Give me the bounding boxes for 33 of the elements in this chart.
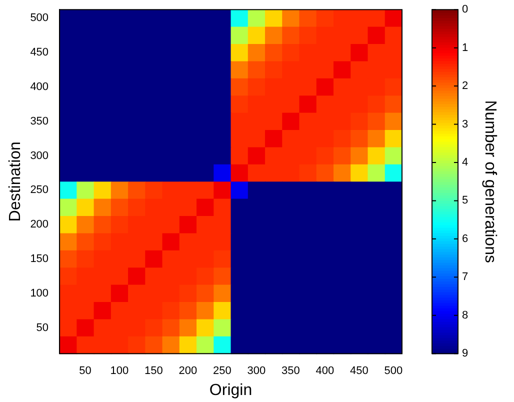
x-tick-label: 100 [110,365,129,378]
x-axis-title: Origin [209,382,252,399]
color-bar-label: 6 [462,232,468,245]
y-tick-label: 400 [30,81,49,94]
x-tick-label: 450 [350,365,368,378]
y-tick-label: 300 [30,150,49,162]
color-bar-title: Number of generations [482,100,499,263]
y-tick-label: 150 [30,253,49,266]
y-tick-label: 500 [30,12,49,24]
x-tick-label: 350 [282,365,300,378]
color-bar-label: 1 [462,42,468,54]
x-tick-label: 50 [79,365,92,378]
color-bar-label: 7 [462,271,468,284]
x-tick-label: 300 [247,365,266,378]
color-bar-label: 2 [462,80,468,92]
y-tick-label: 250 [30,184,49,196]
y-tick-label: 100 [30,287,49,300]
y-tick-label: 200 [30,218,49,231]
y-tick-label: 450 [30,46,49,59]
x-tick-label: 400 [316,365,334,378]
color-bar-label: 5 [462,194,468,207]
color-bar-label: 9 [462,348,468,360]
x-tick-label: 250 [213,365,232,378]
y-axis-title: Destination [7,142,24,222]
y-tick-label: 50 [36,322,49,334]
color-bar-label: 3 [462,118,468,130]
x-tick-label: 500 [384,365,403,378]
x-tick-label: 150 [144,365,163,378]
color-bar-label: 4 [462,156,468,169]
x-tick-label: 200 [178,365,198,378]
color-bar-label: 0 [462,4,468,16]
color-bar-label: 8 [462,309,468,322]
y-tick-label: 350 [30,115,49,128]
